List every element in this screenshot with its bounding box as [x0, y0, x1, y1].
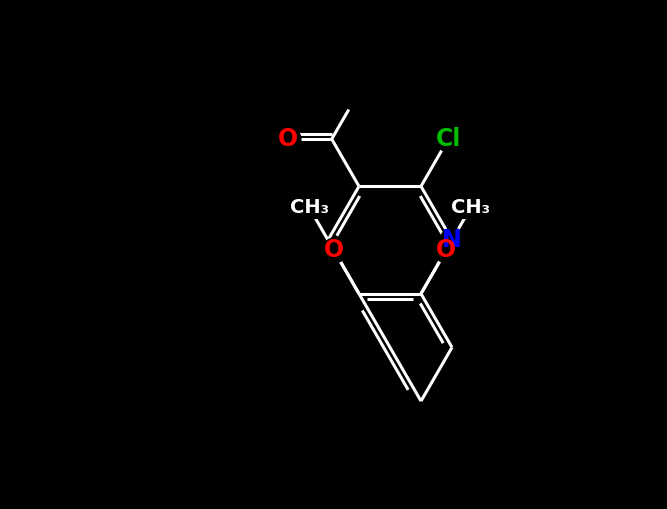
Text: O: O [323, 238, 344, 262]
Text: Cl: Cl [436, 127, 461, 151]
Text: O: O [278, 127, 298, 151]
Text: CH₃: CH₃ [290, 199, 329, 217]
Text: CH₃: CH₃ [451, 199, 490, 217]
Text: O: O [436, 238, 456, 262]
Text: N: N [442, 228, 462, 252]
